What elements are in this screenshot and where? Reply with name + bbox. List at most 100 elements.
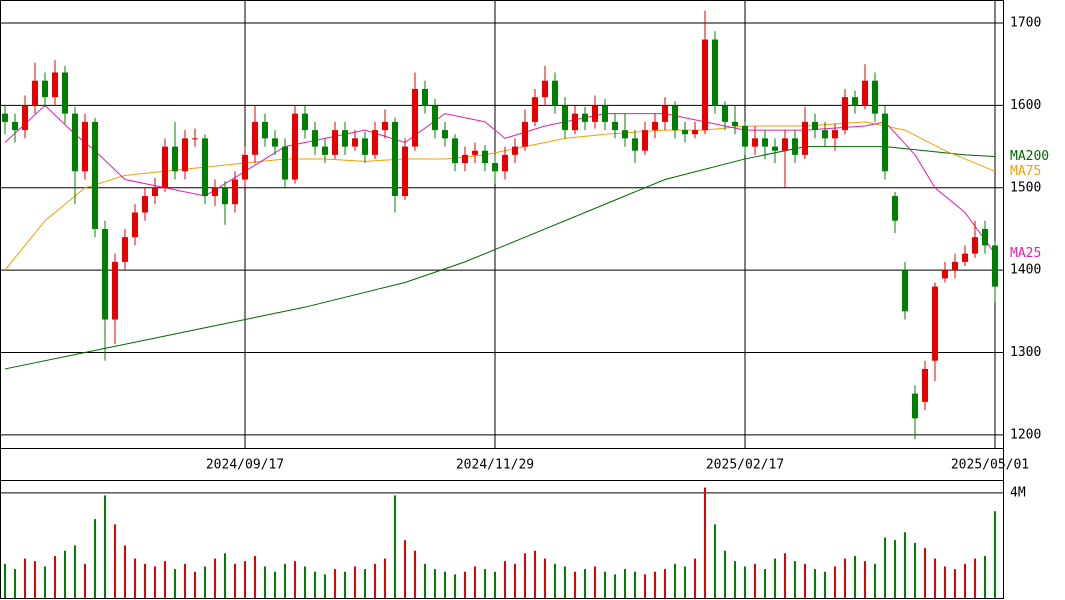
volume-bar [614, 574, 616, 598]
volume-bar [54, 555, 56, 598]
candle-body [922, 368, 928, 402]
volume-bar [374, 563, 376, 598]
volume-bar [874, 563, 876, 598]
candle-body [572, 113, 578, 131]
volume-bar [264, 566, 266, 598]
volume-bar [984, 555, 986, 598]
volume-bar [304, 566, 306, 598]
volume-bar [824, 571, 826, 598]
candle-body [872, 80, 878, 114]
volume-bar [154, 566, 156, 598]
candle-body [772, 146, 778, 151]
volume-bar [954, 569, 956, 598]
volume-bar [964, 563, 966, 598]
candle-body [92, 121, 98, 229]
moving-average-line [4, 146, 996, 370]
candle-body [482, 150, 488, 164]
volume-bar [24, 558, 26, 598]
candle-body [282, 146, 288, 180]
volume-bar [734, 561, 736, 598]
candle-body [402, 146, 408, 196]
candle-body [562, 105, 568, 131]
volume-bar [104, 495, 106, 598]
candle-body [962, 253, 968, 262]
volume-bar [724, 550, 726, 598]
volume-bar [674, 563, 676, 598]
volume-bar [494, 571, 496, 598]
volume-bar [474, 566, 476, 598]
candle-body [362, 138, 368, 155]
volume-bar [834, 566, 836, 598]
volume-bar [844, 558, 846, 598]
candle-body [442, 130, 448, 139]
x-tick-label: 2025/02/17 [706, 458, 784, 473]
candle-body [342, 130, 348, 147]
candle-body [782, 138, 788, 151]
candle-body [822, 130, 828, 139]
volume-bar [514, 563, 516, 598]
volume-bar [64, 550, 66, 598]
candle-body [2, 113, 8, 122]
candle-body [622, 130, 628, 139]
candle-body [472, 150, 478, 155]
y-tick-label: 1500 [1010, 180, 1041, 195]
volume-bar [344, 571, 346, 598]
volume-bar [124, 545, 126, 598]
candle-body [62, 72, 68, 114]
volume-bar [804, 563, 806, 598]
volume-bar [94, 519, 96, 598]
volume-bar [594, 566, 596, 598]
volume-bar [934, 558, 936, 598]
y-tick-label: 1300 [1010, 345, 1041, 360]
x-tick-label: 2024/11/29 [456, 458, 534, 473]
candle-body [492, 163, 498, 172]
volume-bar [714, 524, 716, 598]
volume-bar [464, 571, 466, 598]
volume-bar [854, 555, 856, 598]
volume-bar [184, 563, 186, 598]
volume-bar [224, 553, 226, 598]
candle-body [162, 146, 168, 188]
candle-body [602, 105, 608, 122]
candle-body [702, 39, 708, 131]
candle-body [742, 126, 748, 147]
volume-bar [434, 569, 436, 598]
volume-bar [974, 558, 976, 598]
candle-body [642, 130, 648, 151]
volume-bar [284, 563, 286, 598]
candle-body [22, 105, 28, 131]
volume-bar [84, 563, 86, 598]
candle-body [752, 138, 758, 147]
candle-body [52, 72, 58, 98]
candle-body [682, 130, 688, 135]
candle-body [972, 237, 978, 254]
volume-bar [254, 555, 256, 598]
volume-bar [684, 566, 686, 598]
candle-body [632, 138, 638, 151]
candle-body [352, 138, 358, 147]
candle-body [452, 138, 458, 164]
volume-bar [74, 545, 76, 598]
candle-body [172, 146, 178, 172]
candle-body [192, 138, 198, 140]
volume-bar [194, 571, 196, 598]
candle-body [262, 121, 268, 139]
candle-body [302, 113, 308, 131]
volume-bar [214, 558, 216, 598]
legend-label: MA200 [1010, 149, 1049, 164]
volume-bar [584, 569, 586, 598]
volume-bar [994, 511, 996, 598]
volume-bar [774, 558, 776, 598]
candle-body [952, 261, 958, 271]
volume-bar [784, 553, 786, 598]
candle-body [392, 121, 398, 196]
candle-body [12, 121, 18, 131]
volume-bar [654, 571, 656, 598]
volume-bar [234, 563, 236, 598]
frame [0, 0, 1004, 599]
y-tick-label: 1400 [1010, 263, 1041, 278]
candle-body [522, 121, 528, 147]
candle-body [32, 80, 38, 106]
candle-body [152, 187, 158, 196]
